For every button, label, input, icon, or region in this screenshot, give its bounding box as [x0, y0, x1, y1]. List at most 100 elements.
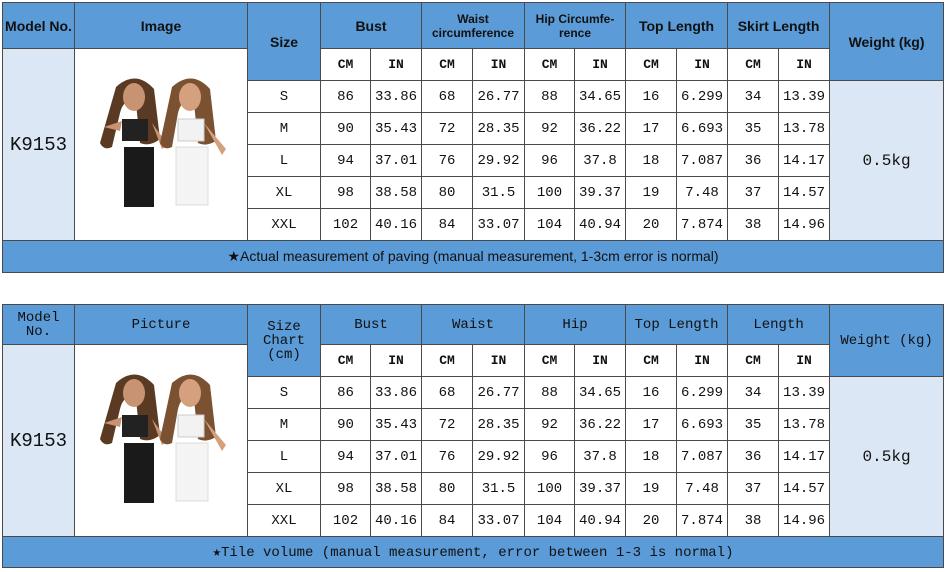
- header-cell: Waist circumference: [421, 2, 525, 49]
- size-table: Model No. Picture Size Chart (cm) Bust Waist…: [1, 304, 945, 568]
- measure-cell: 7.087: [676, 440, 729, 473]
- measure-cell: 14.57: [778, 472, 831, 505]
- measure-cell: 76: [421, 144, 473, 177]
- model-left: [100, 374, 168, 503]
- unit-cell: CM: [727, 344, 780, 377]
- model-number: K9153: [2, 344, 75, 537]
- measure-cell: 84: [421, 504, 474, 537]
- measure-cell: 98: [320, 472, 371, 505]
- unit-cell: IN: [370, 48, 422, 81]
- table-row: L 94 37.01 76 29.92 96 37.8 18 7.087 36 14.17: [3, 440, 944, 473]
- header-cell: Hip Circumfe-rence: [523, 2, 627, 49]
- measure-cell: 13.39: [778, 376, 831, 409]
- measure-cell: 37: [727, 472, 780, 505]
- measure-cell: 40.16: [370, 208, 422, 241]
- unit-cell: CM: [421, 344, 474, 377]
- measure-cell: 20: [625, 208, 678, 241]
- measure-cell: 34.65: [574, 376, 627, 409]
- measure-cell: 34: [727, 376, 780, 409]
- measure-cell: 6.299: [676, 376, 729, 409]
- measure-cell: 14.96: [778, 504, 831, 537]
- header-cell: Skirt Length: [727, 2, 831, 49]
- header-cell: Size: [247, 2, 321, 81]
- measure-cell: 94: [320, 144, 371, 177]
- table-row: K9153 CM IN CM IN CM IN CM IN CM IN: [2, 48, 944, 241]
- unit-cell: CM: [625, 344, 678, 377]
- table-row: XXL 102 40.16 84 33.07 104 40.94 20 7.874 38 14.96: [3, 504, 944, 537]
- size-cell: XXL: [247, 208, 321, 241]
- measure-cell: 34.65: [573, 80, 627, 113]
- measure-cell: 72: [421, 408, 474, 441]
- measure-cell: 86: [320, 80, 371, 113]
- measure-cell: 28.35: [472, 408, 526, 441]
- measure-cell: 96: [524, 440, 576, 473]
- picture-cell: [74, 344, 248, 537]
- table-row: ★Tile volume (manual measurement, error …: [1, 536, 945, 568]
- measure-cell: 40.94: [574, 504, 627, 537]
- measure-cell: 33.86: [370, 80, 422, 113]
- measure-cell: 34: [727, 80, 780, 113]
- measure-cell: 35.43: [370, 112, 422, 145]
- measure-cell: 7.48: [676, 472, 729, 505]
- model-number: K9153: [2, 48, 75, 241]
- size-cell: XL: [247, 472, 321, 505]
- measure-cell: 100: [524, 472, 576, 505]
- measure-cell: 39.37: [573, 176, 627, 209]
- size-cell: M: [247, 112, 321, 145]
- measure-cell: 86: [320, 376, 371, 409]
- measure-cell: 20: [625, 504, 678, 537]
- measure-cell: 76: [421, 440, 474, 473]
- header-cell: Bust: [319, 304, 423, 345]
- measure-cell: 98: [320, 176, 371, 209]
- measure-cell: 90: [320, 112, 371, 145]
- measure-cell: 31.5: [472, 176, 525, 209]
- measure-cell: 80: [421, 472, 474, 505]
- note-cell: ★Tile volume (manual measurement, error …: [1, 536, 945, 568]
- header-cell: Waist: [421, 304, 526, 345]
- header-cell: Top Length: [625, 2, 729, 49]
- measure-cell: 90: [320, 408, 371, 441]
- measure-cell: 88: [524, 376, 576, 409]
- measure-cell: 35.43: [369, 408, 423, 441]
- note-cell: ★Actual measurement of paving (manual me…: [1, 240, 945, 273]
- measure-cell: 36.22: [573, 112, 627, 145]
- measure-cell: 7.48: [676, 176, 729, 209]
- measure-cell: 92: [524, 408, 576, 441]
- size-cell: XXL: [247, 504, 321, 537]
- measure-cell: 104: [524, 504, 576, 537]
- header-cell: Bust: [320, 2, 422, 49]
- measure-cell: 33.07: [472, 208, 525, 241]
- unit-cell: CM: [524, 48, 575, 81]
- unit-cell: IN: [778, 48, 831, 81]
- size-cell: L: [247, 144, 321, 177]
- unit-cell: IN: [472, 344, 526, 377]
- measure-cell: 13.39: [778, 80, 831, 113]
- model-left: [100, 78, 168, 207]
- measure-cell: 38.58: [369, 472, 423, 505]
- header-cell: Top Length: [625, 304, 729, 345]
- measure-cell: 26.77: [472, 80, 525, 113]
- table-row: Model No. Picture Size Chart (cm) Bust Waist…: [2, 304, 945, 377]
- table-row: Model No. Image Size Bust Waist circumferenc…: [2, 2, 945, 81]
- measure-cell: 14.57: [778, 176, 831, 209]
- header-cell: Weight (kg): [829, 304, 945, 377]
- unit-cell: CM: [320, 344, 371, 377]
- measure-cell: 17: [625, 408, 678, 441]
- measure-cell: 80: [421, 176, 473, 209]
- size-table: Model No. Image Size Bust Waist circumferenc…: [1, 2, 945, 273]
- measure-cell: 72: [421, 112, 473, 145]
- table-row: XL 98 38.58 80 31.5 100 39.37 19 7.48 37 14.57: [3, 176, 944, 209]
- table-row: K9153 CM IN CM IN CM IN CM IN CM IN: [2, 344, 944, 537]
- size-cell: L: [247, 440, 321, 473]
- measure-cell: 37.8: [574, 440, 627, 473]
- measure-cell: 7.874: [676, 504, 729, 537]
- table-row: XL 98 38.58 80 31.5 100 39.37 19 7.48 37 14.57: [3, 472, 944, 505]
- table-row: M 90 35.43 72 28.35 92 36.22 17 6.693 35 13.78: [3, 408, 944, 441]
- size-cell: S: [247, 376, 321, 409]
- measure-cell: 68: [421, 80, 473, 113]
- measure-cell: 104: [524, 208, 575, 241]
- measure-cell: 37.01: [369, 440, 423, 473]
- model-right: [160, 78, 226, 206]
- header-cell: Weight (kg): [829, 2, 945, 81]
